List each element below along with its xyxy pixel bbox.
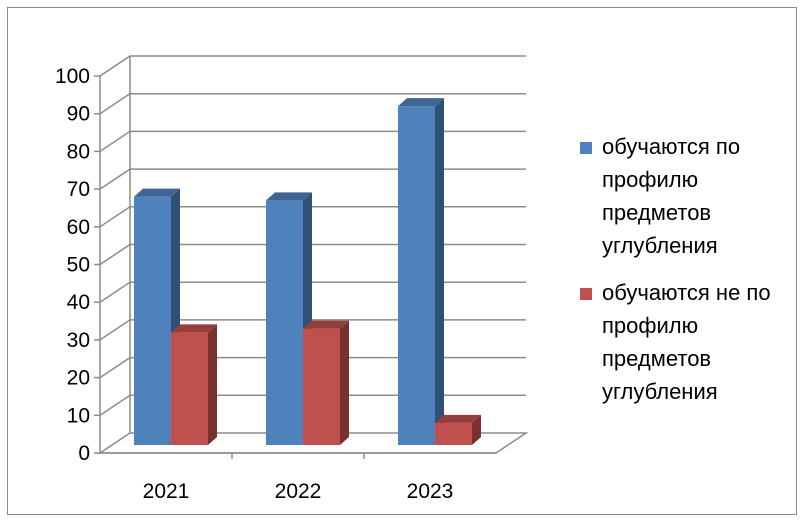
bar-top-face [398,98,444,107]
gridline-10 [99,394,526,416]
legend-label-series-2: обучаются не по профилю предметов углубл… [602,280,771,404]
bar-series-1-2021 [134,188,180,445]
bar-front-face [134,196,171,445]
bar-side-face [435,98,444,445]
y-tick-label-70: 70 [67,178,90,201]
x-tick-label-2021: 2021 [143,480,190,503]
legend-swatch-series-1 [580,142,592,154]
legend-swatch-series-2 [580,288,592,300]
legend: обучаются по профилю предметов углублени… [580,130,795,422]
legend-item-series-1: обучаются по профилю предметов углублени… [580,130,795,262]
gridline-60 [99,206,526,228]
y-tick-label-10: 10 [67,404,90,427]
bar-front-face [303,328,340,445]
axes [94,75,496,459]
gridline-20 [99,356,526,379]
gridline-100 [99,55,526,77]
x-tick-label-2022: 2022 [275,480,322,503]
y-tick-label-30: 30 [67,329,90,352]
y-tick-label-50: 50 [67,254,90,277]
legend-label-series-1: обучаются по профилю предметов углублени… [602,134,741,258]
bar-side-face [472,414,481,445]
y-tick-label-40: 40 [67,291,90,314]
y-tick-label-60: 60 [67,216,90,239]
y-tick-label-100: 100 [55,65,90,88]
bar-side-face [208,324,217,445]
bar-series-2-2022 [303,320,349,445]
gridline-80 [99,130,526,153]
gridline-70 [99,168,526,190]
y-axis-tick-labels: 0 10 20 30 40 50 60 70 80 90 100 [55,65,90,465]
bar-series-1-2022 [266,192,312,445]
bar-side-face [340,320,349,445]
y-tick-label-0: 0 [78,442,90,465]
bar-front-face [266,200,303,445]
bar-top-face [303,320,349,329]
y-tick-label-80: 80 [67,140,90,163]
x-tick-label-2023: 2023 [407,480,454,503]
gridline-40 [99,281,526,303]
gridline-30 [99,319,526,341]
gridline-90 [99,92,526,115]
bar-front-face [398,106,435,445]
x-axis-tick-labels: 2021 2022 2023 [143,480,454,503]
bar-top-face [435,414,481,423]
gridline-50 [99,243,526,266]
y-tick-label-90: 90 [67,103,90,126]
bar-top-face [266,192,312,201]
bar-top-face [134,188,180,197]
y-tick-label-20: 20 [67,367,90,390]
bar-series-2-2023 [435,414,481,445]
bar-top-face [171,324,217,333]
bar-front-face [435,422,472,445]
bar-series-2-2021 [171,324,217,445]
bar-series-1-2023 [398,98,444,445]
bars [134,98,481,445]
bar-front-face [171,332,208,445]
legend-item-series-2: обучаются не по профилю предметов углубл… [580,276,795,408]
